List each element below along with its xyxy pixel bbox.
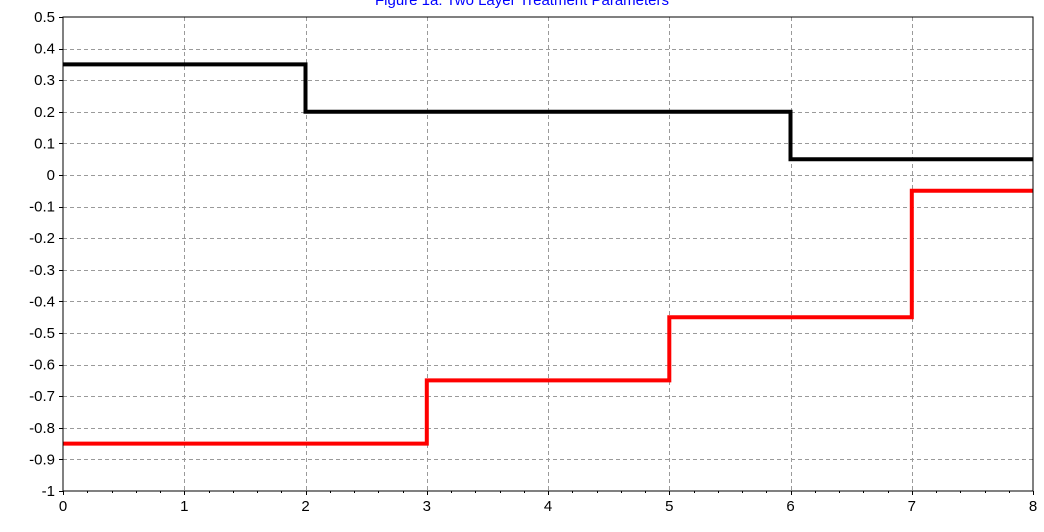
x-tick-label: 2 xyxy=(301,498,309,515)
chart-title: Figure 1a: Two Layer Treatment Parameter… xyxy=(374,0,670,9)
x-tick-label: 1 xyxy=(180,498,188,515)
y-tick-label: 0.2 xyxy=(34,104,55,121)
series-lines xyxy=(63,62,1033,446)
y-tick-label: -0.7 xyxy=(29,388,55,405)
y-tick-label: -1 xyxy=(42,483,55,500)
y-tick-label: -0.8 xyxy=(29,420,55,437)
x-tick-label: 6 xyxy=(786,498,794,515)
y-tick-label: -0.2 xyxy=(29,230,55,247)
y-tick-label: -0.4 xyxy=(29,293,55,310)
y-tick-label: 0.1 xyxy=(34,135,55,152)
x-tick-label: 7 xyxy=(908,498,916,515)
series-line-1 xyxy=(63,62,1033,162)
y-tick-label: -0.1 xyxy=(29,199,55,216)
y-tick-label: -0.3 xyxy=(29,262,55,279)
y-axis-tick-labels: 0.5 0.4 0.3 0.2 0.1 0 -0.1 -0.2 -0.3 -0.4 -0.5 -0.6… xyxy=(29,9,55,500)
x-axis-tick-labels: 0 1 2 3 4 5 6 7 8 xyxy=(59,498,1037,515)
axis-ticks xyxy=(59,17,1034,495)
y-tick-label: 0.4 xyxy=(34,41,55,58)
x-tick-label: 5 xyxy=(665,498,673,515)
x-tick-label: 4 xyxy=(544,498,552,515)
y-tick-label: 0.5 xyxy=(34,9,55,26)
y-tick-label: -0.5 xyxy=(29,325,55,342)
y-tick-label: 0.3 xyxy=(34,72,55,89)
x-tick-label: 3 xyxy=(423,498,431,515)
series-line-2 xyxy=(63,188,1033,446)
y-tick-label: -0.6 xyxy=(29,357,55,374)
y-tick-label: 0 xyxy=(47,167,55,184)
y-tick-label: -0.9 xyxy=(29,451,55,468)
x-tick-label: 0 xyxy=(59,498,67,515)
x-tick-label: 8 xyxy=(1029,498,1037,515)
